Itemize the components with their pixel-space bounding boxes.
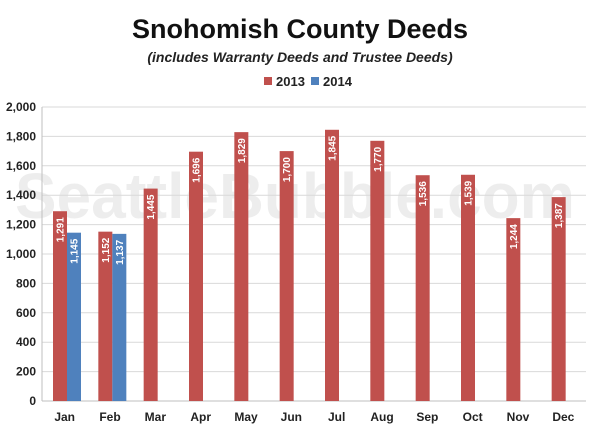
- chart-subtitle: (includes Warranty Deeds and Trustee Dee…: [147, 49, 453, 65]
- bar-2013-jul: [325, 129, 339, 401]
- bar-2013-dec: [551, 197, 566, 401]
- chart-title: Snohomish County Deeds: [132, 14, 468, 44]
- bar-2014-jan: [67, 232, 81, 401]
- x-tick-label: Nov: [507, 410, 530, 424]
- data-label: 1,539: [464, 180, 475, 205]
- x-tick-label: Mar: [145, 410, 167, 424]
- x-axis: Jan Feb Mar Apr May Jun Jul Aug Sep Oct Nov Dec: [54, 410, 574, 424]
- y-tick-label: 1,600: [6, 159, 36, 173]
- y-tick-label: 600: [16, 306, 36, 320]
- data-label: 1,845: [328, 135, 339, 160]
- y-tick-label: 400: [16, 335, 36, 349]
- data-label: 1,145: [70, 238, 81, 263]
- x-tick-label: Jan: [54, 410, 75, 424]
- data-label: 1,152: [101, 237, 112, 262]
- y-tick-label: 1,800: [6, 129, 36, 143]
- bar-2013-nov: [506, 218, 521, 401]
- legend-label-2013: 2013: [276, 74, 305, 89]
- data-label: 1,244: [509, 224, 520, 249]
- x-tick-label: Aug: [370, 410, 393, 424]
- bar-2013-sep: [415, 175, 430, 401]
- data-label: 1,700: [282, 157, 293, 182]
- gridlines: [42, 106, 586, 402]
- bar-2013-jun: [279, 151, 294, 401]
- data-label: 1,829: [237, 138, 248, 163]
- y-tick-label: 200: [16, 365, 36, 379]
- x-tick-label: Oct: [463, 410, 483, 424]
- y-tick-label: 1,200: [6, 218, 36, 232]
- x-tick-label: Jul: [328, 410, 345, 424]
- legend-swatch-2013: [264, 77, 272, 85]
- bar-2013-aug: [370, 140, 385, 401]
- y-tick-label: 800: [16, 276, 36, 290]
- y-tick-label: 2,000: [6, 100, 36, 114]
- bar-2014-feb: [112, 233, 127, 401]
- y-tick-label: 0: [29, 394, 36, 408]
- data-label: 1,387: [554, 203, 565, 228]
- data-label: 1,291: [56, 217, 67, 242]
- data-label: 1,137: [115, 239, 126, 264]
- x-tick-label: Apr: [190, 410, 211, 424]
- watermark: SeattleBubble.com: [15, 160, 575, 232]
- data-label: 1,536: [418, 181, 429, 206]
- legend-swatch-2014: [311, 77, 319, 85]
- bar-2013-may: [234, 132, 249, 401]
- bar-2013-oct: [461, 174, 475, 401]
- legend-label-2014: 2014: [323, 74, 353, 89]
- x-tick-label: Dec: [552, 410, 574, 424]
- bar-2013-jan: [53, 211, 67, 401]
- y-axis: 0 200 400 600 800 1,000 1,200 1,400 1,600 1,800 2,…: [6, 100, 586, 408]
- x-tick-label: Feb: [99, 410, 120, 424]
- x-tick-label: Sep: [416, 410, 438, 424]
- bars: [53, 129, 566, 401]
- y-tick-label: 1,000: [6, 247, 36, 261]
- x-tick-label: May: [234, 410, 258, 424]
- bar-2013-mar: [143, 188, 158, 401]
- data-label: 1,445: [146, 194, 157, 219]
- x-tick-label: Jun: [281, 410, 302, 424]
- data-label: 1,770: [373, 146, 384, 171]
- bar-2013-apr: [189, 151, 203, 401]
- legend: 2013 2014: [264, 74, 353, 89]
- bar-2013-feb: [98, 231, 113, 401]
- y-tick-label: 1,400: [6, 188, 36, 202]
- data-label: 1,696: [192, 157, 203, 182]
